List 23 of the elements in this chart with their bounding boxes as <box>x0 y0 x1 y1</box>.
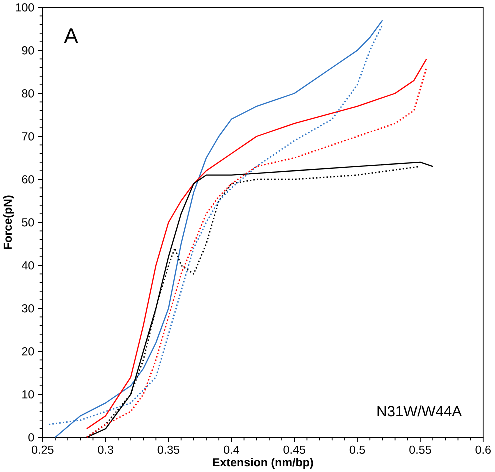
x-tick-label: 0.4 <box>224 446 240 454</box>
x-tick-label: 0.25 <box>32 446 54 454</box>
x-tick-label: 0.3 <box>98 446 114 454</box>
y-tick-label: 30 <box>22 304 34 312</box>
y-tick-label: 60 <box>22 175 34 184</box>
y-tick-label: 80 <box>22 89 34 98</box>
x-tick-label: 0.35 <box>158 446 180 454</box>
x-tick-label: 0.6 <box>476 446 491 454</box>
y-tick-label: 20 <box>22 347 34 356</box>
x-axis-title: Extension (nm/bp) <box>213 458 314 469</box>
x-tick-label: 0.55 <box>410 446 432 454</box>
y-tick-label: 100 <box>16 3 34 12</box>
y-axis-title: Force(pN) <box>4 196 14 250</box>
y-tick-label: 0 <box>28 433 34 442</box>
x-tick-label: 0.45 <box>284 446 306 454</box>
annotation: A <box>64 28 78 43</box>
y-tick-label: 70 <box>22 132 34 140</box>
x-tick-label: 0.5 <box>350 446 366 454</box>
y-tick-label: 40 <box>22 261 34 270</box>
y-tick-label: 10 <box>22 390 34 398</box>
y-tick-label: 90 <box>22 46 34 55</box>
annotation: N31W/W44A <box>378 406 462 416</box>
y-tick-label: 50 <box>22 218 34 226</box>
